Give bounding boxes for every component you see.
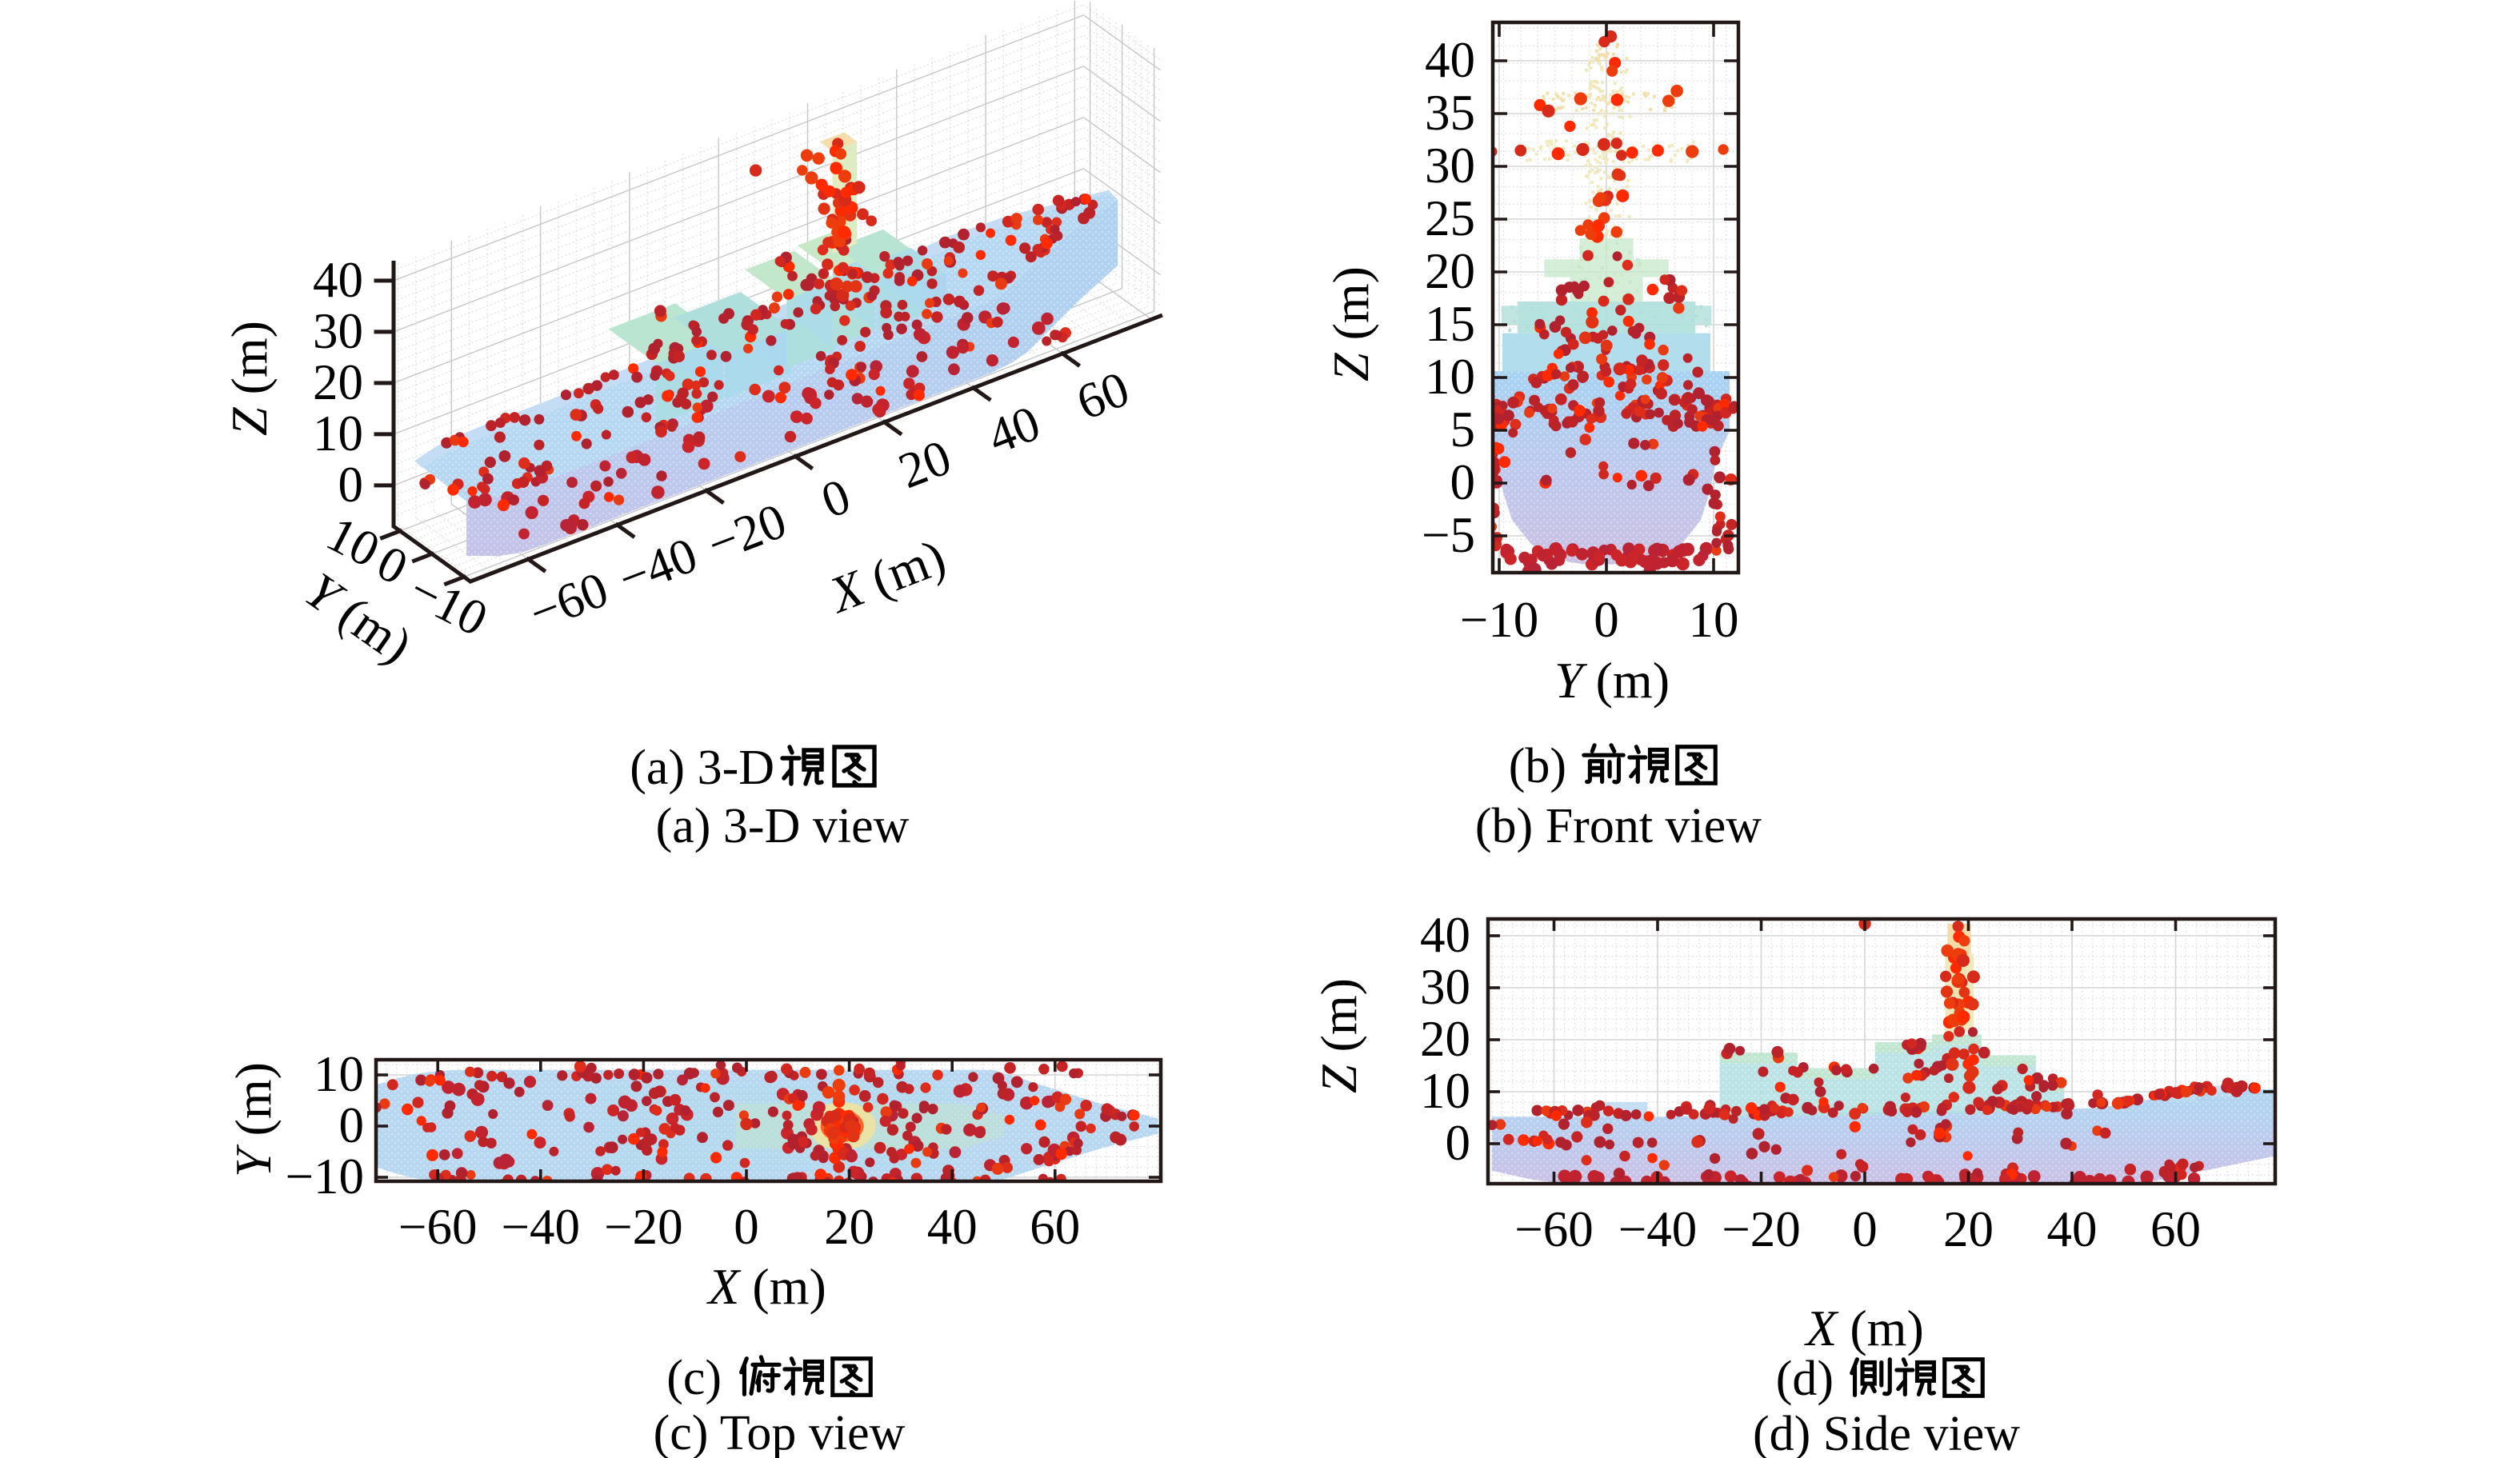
svg-text:−40: −40 [1618, 1201, 1698, 1257]
svg-text:20: 20 [1943, 1201, 1994, 1257]
svg-text:20: 20 [313, 354, 363, 410]
svg-text:Z (m): Z (m) [221, 321, 278, 436]
svg-text:−20: −20 [604, 1199, 683, 1255]
svg-text:30: 30 [1425, 138, 1475, 194]
svg-text:0: 0 [1852, 1201, 1878, 1257]
svg-text:5: 5 [1450, 401, 1476, 457]
svg-text:X (m): X (m) [706, 1258, 826, 1315]
svg-text:20: 20 [1420, 1011, 1470, 1067]
svg-text:10: 10 [1420, 1063, 1470, 1119]
svg-text:40: 40 [1420, 907, 1470, 963]
svg-text:−40: −40 [502, 1199, 581, 1255]
svg-text:25: 25 [1425, 190, 1475, 246]
svg-text:0: 0 [1450, 454, 1476, 510]
svg-text:Z (m): Z (m) [1310, 978, 1367, 1093]
svg-text:40: 40 [313, 252, 363, 308]
svg-text:15: 15 [1425, 296, 1475, 352]
svg-text:10: 10 [1425, 349, 1475, 405]
svg-text:−5: −5 [1422, 507, 1475, 563]
svg-text:0: 0 [1594, 592, 1619, 648]
svg-text:20: 20 [1425, 243, 1475, 299]
svg-text:0: 0 [1446, 1115, 1471, 1171]
svg-text:Z (m): Z (m) [1322, 266, 1379, 381]
svg-text:−60: −60 [398, 1199, 478, 1255]
svg-text:10: 10 [314, 1046, 364, 1102]
svg-text:(d): (d) [1776, 1352, 1834, 1406]
svg-text:60: 60 [1030, 1199, 1080, 1255]
svg-text:−10: −10 [1460, 592, 1539, 648]
svg-text:−10: −10 [285, 1148, 364, 1204]
svg-text:−20: −20 [1722, 1201, 1801, 1257]
svg-text:(c): (c) [666, 1351, 722, 1405]
svg-text:60: 60 [2150, 1201, 2201, 1257]
svg-text:(c) Top view: (c) Top view [654, 1406, 906, 1458]
svg-text:0: 0 [734, 1199, 759, 1255]
svg-text:0: 0 [338, 457, 364, 513]
svg-text:Y (m): Y (m) [1554, 652, 1670, 709]
svg-text:(a) 3-D: (a) 3-D [630, 741, 774, 795]
svg-text:40: 40 [2047, 1201, 2098, 1257]
svg-text:(b) Front view: (b) Front view [1475, 799, 1762, 853]
svg-text:30: 30 [1420, 959, 1470, 1015]
svg-text:10: 10 [313, 405, 363, 461]
svg-text:35: 35 [1425, 85, 1475, 141]
svg-text:30: 30 [313, 303, 363, 359]
svg-text:0: 0 [339, 1097, 365, 1153]
svg-text:X (m): X (m) [1803, 1300, 1924, 1356]
svg-text:(d) Side view: (d) Side view [1753, 1407, 2020, 1458]
svg-text:−60: −60 [1514, 1201, 1594, 1257]
svg-text:20: 20 [824, 1199, 874, 1255]
svg-text:(a) 3-D view: (a) 3-D view [656, 799, 910, 853]
svg-text:10: 10 [1689, 592, 1739, 648]
svg-text:Y (m): Y (m) [225, 1062, 282, 1177]
svg-text:40: 40 [1425, 32, 1475, 88]
svg-text:40: 40 [927, 1199, 978, 1255]
svg-text:(b): (b) [1509, 739, 1566, 793]
